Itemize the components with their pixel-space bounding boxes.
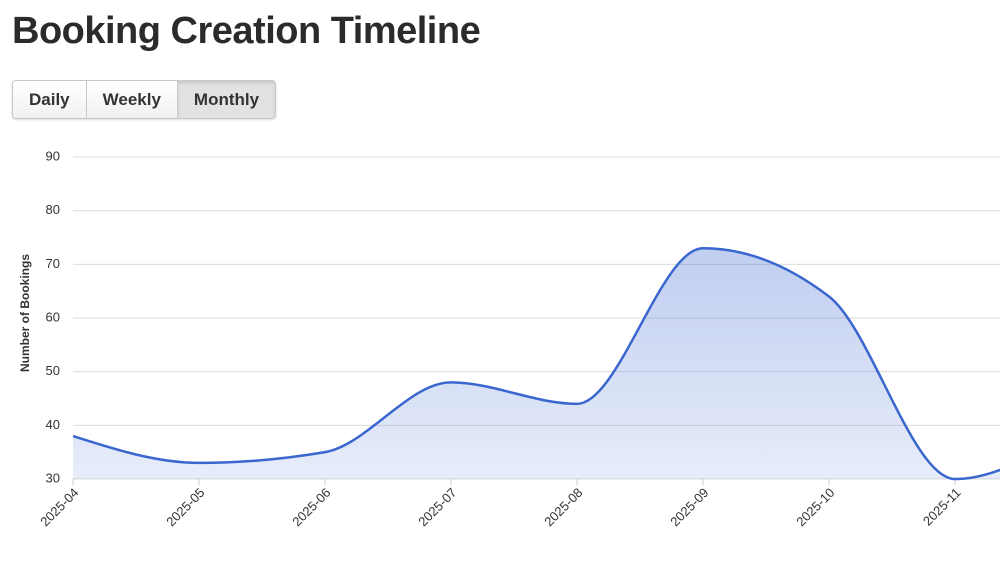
y-tick-label: 80 xyxy=(46,202,60,217)
range-button[interactable]: Daily xyxy=(13,81,87,118)
range-button[interactable]: Monthly xyxy=(177,81,276,118)
y-tick-label: 70 xyxy=(46,256,60,271)
range-toggle: Daily Weekly Monthly xyxy=(12,80,277,119)
x-tick-label: 2025-09 xyxy=(667,485,711,529)
y-tick-label: 30 xyxy=(46,470,60,485)
y-tick-label: 90 xyxy=(46,148,60,163)
x-tick-label: 2025-04 xyxy=(37,485,81,529)
x-tick-label: 2025-07 xyxy=(415,485,459,529)
line xyxy=(73,246,1000,481)
x-tick-label: 2025-08 xyxy=(541,485,585,529)
y-tick-label: 60 xyxy=(46,309,60,324)
x-tick-label: 2025-06 xyxy=(289,485,333,529)
y-tick-label: 40 xyxy=(46,417,60,432)
range-button[interactable]: Weekly xyxy=(86,81,178,118)
y-tick-label: 50 xyxy=(46,363,60,378)
x-tick-label: 2025-11 xyxy=(920,485,964,529)
plot-area xyxy=(73,246,1000,481)
x-tick-label: 2025-10 xyxy=(793,485,837,529)
area-fill xyxy=(73,248,1000,479)
y-axis-label: Number of Bookings xyxy=(18,254,32,372)
x-tick-label: 2025-05 xyxy=(163,485,207,529)
page-title: Booking Creation Timeline xyxy=(12,10,481,52)
